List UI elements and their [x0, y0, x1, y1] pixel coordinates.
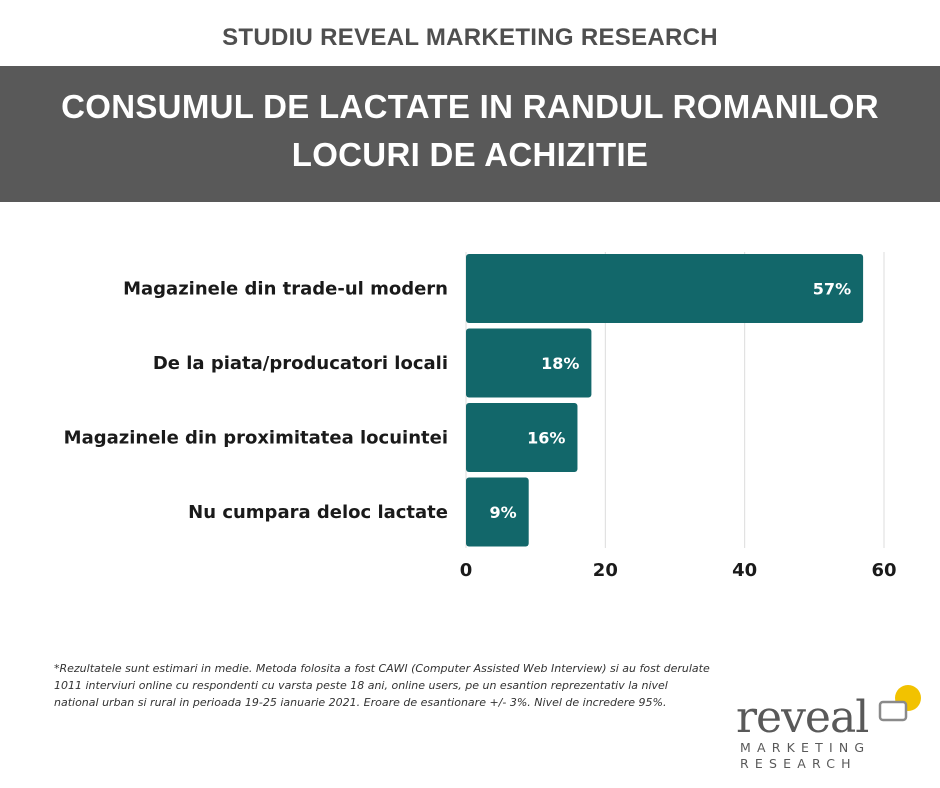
logo-wordmark: reveal — [736, 692, 869, 743]
chart-subtitle: LOCURI DE ACHIZITIE — [291, 136, 649, 173]
data-labels: 57% 18% 16% 9% — [490, 280, 852, 523]
bar — [466, 254, 864, 323]
data-label: 9% — [490, 503, 517, 522]
reveal-logo: reveal MARKETING RESEARCH — [736, 678, 926, 778]
x-tick-label: 0 — [460, 560, 473, 581]
bar — [466, 403, 578, 472]
bar — [466, 328, 592, 398]
bar-chart: Magazinele din trade-ul modern De la piat… — [64, 252, 897, 581]
data-label: 57% — [813, 280, 851, 299]
category-label: De la piata/producatori locali — [153, 353, 448, 374]
logo-subtitle-marketing: MARKETING — [740, 740, 871, 755]
bar — [466, 477, 529, 547]
bars — [466, 254, 864, 547]
x-tick-label: 20 — [593, 560, 618, 581]
data-label: 18% — [541, 354, 579, 373]
x-axis-ticks: 0 20 40 60 — [460, 560, 897, 581]
logo-subtitle-research: RESEARCH — [740, 756, 857, 771]
x-tick-label: 40 — [732, 560, 757, 581]
x-tick-label: 60 — [871, 560, 896, 581]
methodology-footnote: *Rezultatele sunt estimari in medie. Met… — [54, 662, 710, 709]
category-label: Magazinele din trade-ul modern — [123, 279, 448, 300]
logo-mark-icon — [878, 685, 921, 722]
category-labels: Magazinele din trade-ul modern De la piat… — [64, 279, 448, 524]
category-label: Magazinele din proximitatea locuintei — [64, 428, 448, 449]
category-label: Nu cumpara deloc lactate — [188, 502, 448, 523]
title-banner: CONSUMUL DE LACTATE IN RANDUL ROMANILOR … — [0, 66, 940, 202]
study-label: STUDIU REVEAL MARKETING RESEARCH — [222, 24, 718, 51]
data-label: 16% — [527, 429, 565, 448]
chart-title: CONSUMUL DE LACTATE IN RANDUL ROMANILOR — [61, 88, 879, 125]
